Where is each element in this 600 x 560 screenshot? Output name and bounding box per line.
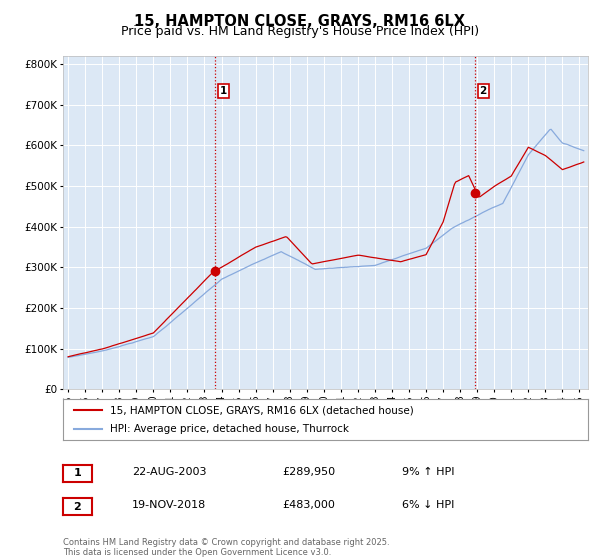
Text: Price paid vs. HM Land Registry's House Price Index (HPI): Price paid vs. HM Land Registry's House … (121, 25, 479, 38)
Text: 2: 2 (74, 502, 81, 512)
Text: HPI: Average price, detached house, Thurrock: HPI: Average price, detached house, Thur… (110, 424, 349, 433)
Text: 15, HAMPTON CLOSE, GRAYS, RM16 6LX (detached house): 15, HAMPTON CLOSE, GRAYS, RM16 6LX (deta… (110, 405, 414, 415)
Text: 15, HAMPTON CLOSE, GRAYS, RM16 6LX: 15, HAMPTON CLOSE, GRAYS, RM16 6LX (134, 14, 466, 29)
Text: 22-AUG-2003: 22-AUG-2003 (132, 466, 206, 477)
Text: 1: 1 (74, 468, 81, 478)
Text: 2: 2 (479, 86, 487, 96)
Text: 1: 1 (220, 86, 227, 96)
Text: £289,950: £289,950 (282, 466, 335, 477)
Text: £483,000: £483,000 (282, 500, 335, 510)
Text: 9% ↑ HPI: 9% ↑ HPI (402, 466, 455, 477)
Text: Contains HM Land Registry data © Crown copyright and database right 2025.
This d: Contains HM Land Registry data © Crown c… (63, 538, 389, 557)
Text: 19-NOV-2018: 19-NOV-2018 (132, 500, 206, 510)
Text: 6% ↓ HPI: 6% ↓ HPI (402, 500, 454, 510)
